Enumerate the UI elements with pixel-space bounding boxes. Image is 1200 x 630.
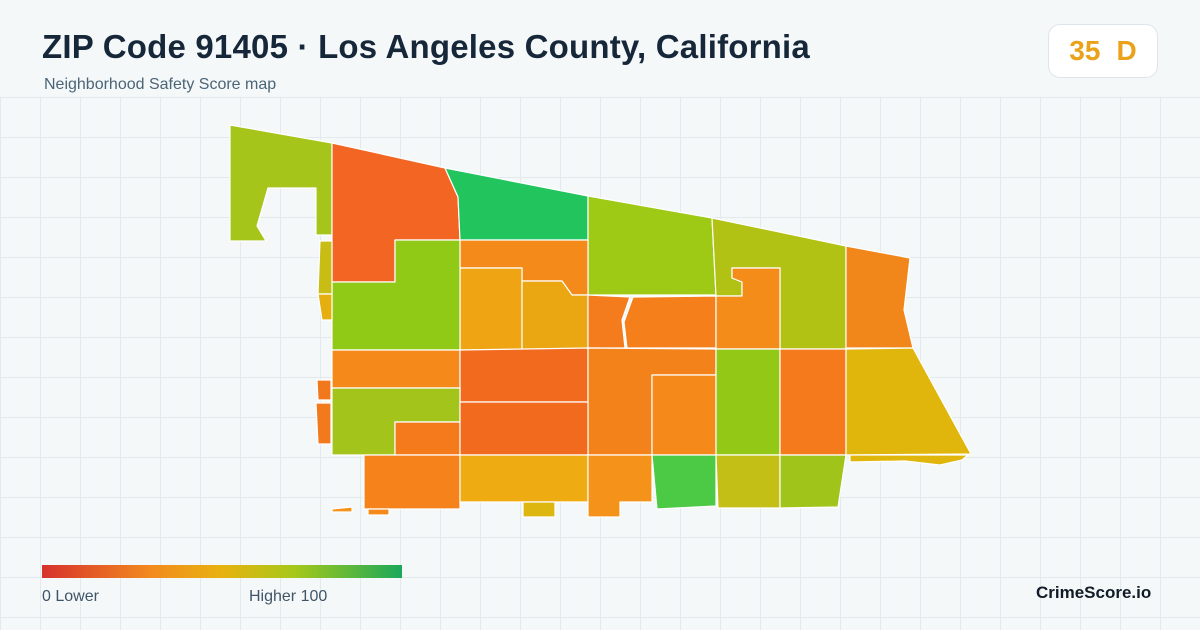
map-region[interactable] bbox=[459, 401, 589, 456]
map-region[interactable] bbox=[315, 402, 332, 445]
map-region[interactable] bbox=[623, 295, 717, 349]
legend-min-label: 0 Lower bbox=[42, 588, 99, 605]
map-region[interactable] bbox=[316, 379, 332, 401]
page-title: ZIP Code 91405 · Los Angeles County, Cal… bbox=[42, 28, 810, 65]
map-region[interactable] bbox=[317, 240, 333, 295]
map-region[interactable] bbox=[587, 454, 653, 518]
map-region[interactable] bbox=[587, 195, 717, 296]
map-region[interactable] bbox=[651, 374, 717, 456]
map-region[interactable] bbox=[715, 348, 781, 456]
map-region[interactable] bbox=[363, 454, 461, 510]
legend-color-bar bbox=[42, 565, 402, 578]
map-region[interactable] bbox=[459, 347, 589, 403]
map-region[interactable] bbox=[229, 124, 333, 242]
map-region[interactable] bbox=[331, 349, 461, 389]
page-subtitle: Neighborhood Safety Score map bbox=[44, 76, 277, 93]
map-region[interactable] bbox=[394, 421, 461, 456]
map-region[interactable] bbox=[367, 508, 390, 516]
map-region[interactable] bbox=[845, 347, 972, 456]
legend-max-label: Higher 100 bbox=[249, 588, 328, 605]
map-region[interactable] bbox=[849, 454, 969, 466]
score-value: 35 bbox=[1069, 35, 1101, 66]
map-region[interactable] bbox=[522, 501, 556, 518]
map-region[interactable] bbox=[459, 454, 589, 503]
map-region[interactable] bbox=[845, 245, 914, 349]
map-region[interactable] bbox=[317, 293, 333, 321]
map-region[interactable] bbox=[459, 267, 523, 351]
map-region[interactable] bbox=[444, 167, 589, 241]
map-region[interactable] bbox=[331, 506, 353, 513]
map-region[interactable] bbox=[587, 294, 631, 349]
map-region[interactable] bbox=[715, 454, 781, 509]
map-region[interactable] bbox=[651, 454, 717, 510]
score-badge: 35 D bbox=[1048, 24, 1158, 78]
map-region[interactable] bbox=[779, 454, 847, 509]
map-region[interactable] bbox=[779, 348, 847, 456]
brand-logo-text: CrimeScore.io bbox=[1036, 583, 1152, 602]
header-band bbox=[0, 0, 1200, 97]
score-grade: D bbox=[1116, 35, 1137, 66]
